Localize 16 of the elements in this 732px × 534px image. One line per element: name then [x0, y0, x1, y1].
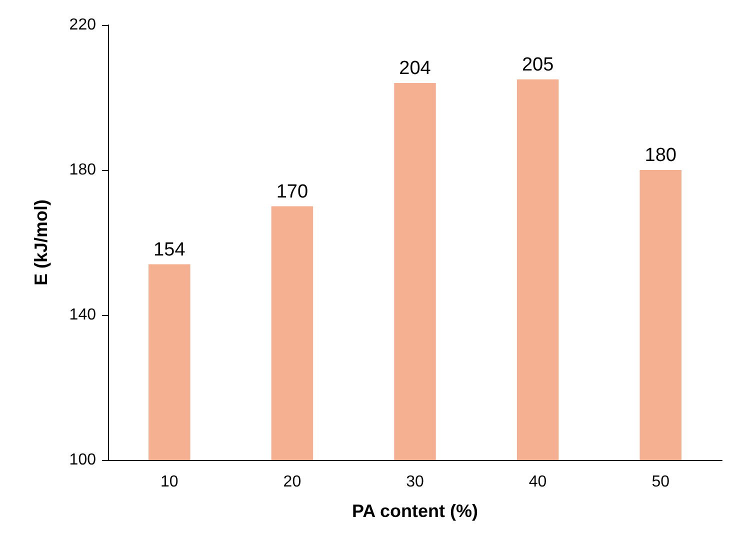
- x-axis-title: PA content (%): [352, 501, 478, 521]
- data-label: 180: [644, 145, 676, 166]
- x-tick-label: 10: [160, 474, 178, 490]
- y-tick-label: 100: [69, 452, 96, 468]
- x-tick-label: 30: [406, 474, 424, 490]
- x-tick-label: 20: [283, 474, 302, 490]
- x-tick-label: 50: [652, 474, 670, 490]
- y-axis-title: E (kJ/mol): [31, 199, 51, 286]
- y-tick-label: 220: [69, 16, 96, 34]
- y-tick-label: 140: [69, 306, 96, 324]
- data-label: 205: [522, 54, 554, 76]
- y-tick-label: 180: [69, 162, 96, 178]
- x-tick-label: 40: [528, 474, 547, 490]
- data-label: 204: [399, 58, 432, 79]
- data-label: 170: [276, 181, 308, 202]
- data-label: 154: [154, 239, 186, 260]
